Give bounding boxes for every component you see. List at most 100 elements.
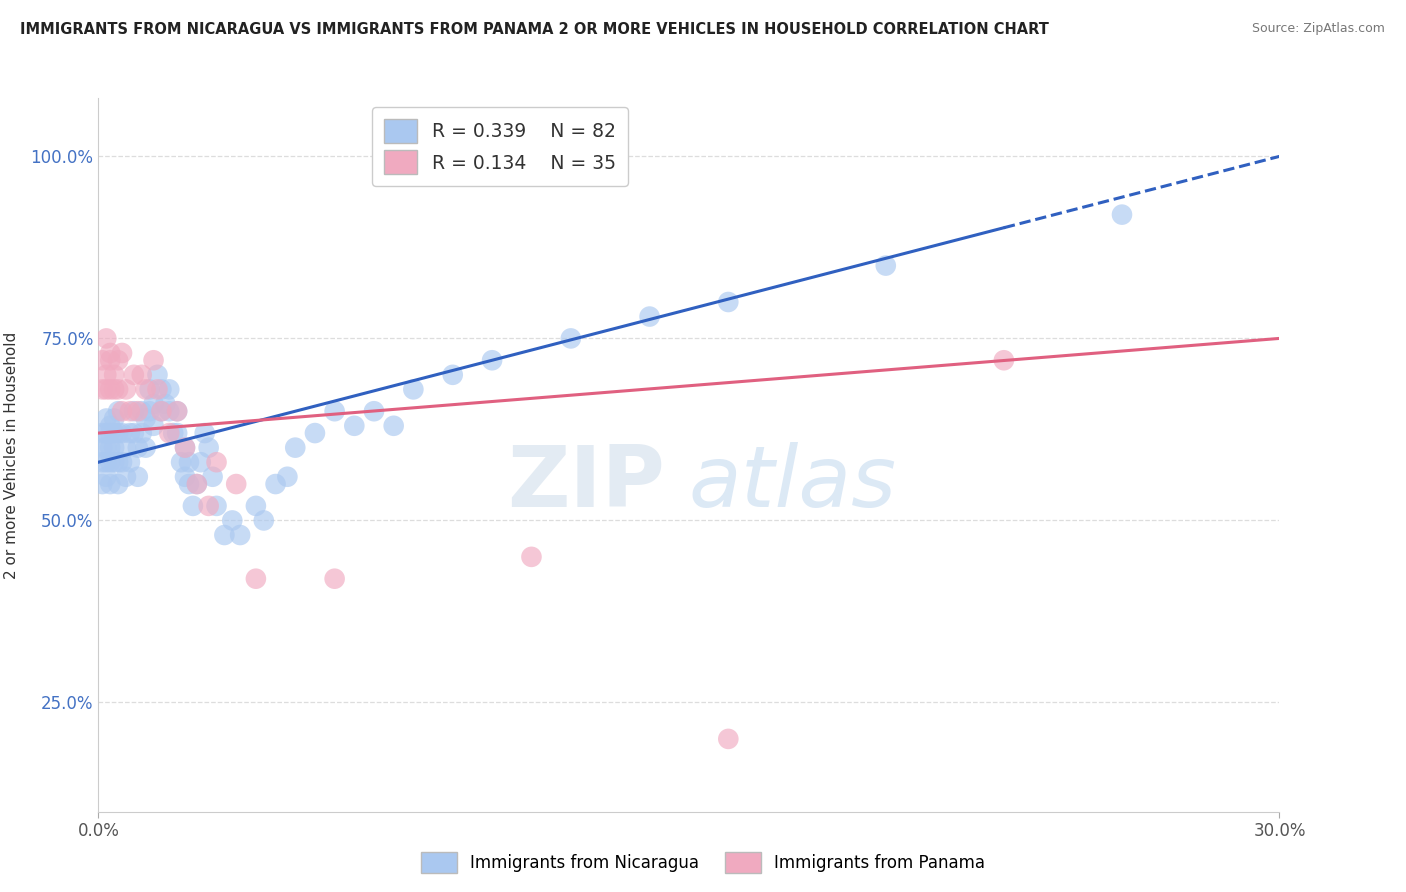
Point xyxy=(118,426,141,441)
Point xyxy=(103,368,125,382)
Point xyxy=(115,441,138,455)
Point xyxy=(127,404,149,418)
Point xyxy=(157,383,180,397)
Point xyxy=(520,549,543,564)
Point xyxy=(138,404,160,418)
Point xyxy=(96,426,118,441)
Point xyxy=(118,455,141,469)
Point xyxy=(96,455,118,469)
Point xyxy=(481,353,503,368)
Point xyxy=(245,499,267,513)
Point xyxy=(174,441,197,455)
Point xyxy=(96,441,118,455)
Point xyxy=(157,404,180,418)
Point xyxy=(717,295,740,310)
Text: IMMIGRANTS FROM NICARAGUA VS IMMIGRANTS FROM PANAMA 2 OR MORE VEHICLES IN HOUSEH: IMMIGRANTS FROM NICARAGUA VS IMMIGRANTS … xyxy=(20,22,1049,37)
Point xyxy=(91,426,114,441)
Point xyxy=(150,404,173,418)
Point xyxy=(993,353,1015,368)
Text: Source: ZipAtlas.com: Source: ZipAtlas.com xyxy=(1251,22,1385,36)
Point xyxy=(201,469,224,483)
Point xyxy=(343,418,366,433)
Point xyxy=(146,383,169,397)
Point xyxy=(150,404,173,418)
Point xyxy=(91,477,114,491)
Point xyxy=(1111,208,1133,222)
Point xyxy=(194,426,217,441)
Legend: Immigrants from Nicaragua, Immigrants from Panama: Immigrants from Nicaragua, Immigrants fr… xyxy=(413,846,993,880)
Point xyxy=(155,397,177,411)
Point xyxy=(111,346,134,360)
Point xyxy=(122,404,145,418)
Point xyxy=(107,477,129,491)
Point xyxy=(225,477,247,491)
Point xyxy=(560,331,582,345)
Point xyxy=(304,426,326,441)
Point xyxy=(253,513,276,527)
Point xyxy=(221,513,243,527)
Point xyxy=(135,383,157,397)
Point xyxy=(91,353,114,368)
Point xyxy=(186,477,208,491)
Point xyxy=(91,383,114,397)
Point xyxy=(174,441,197,455)
Point xyxy=(323,572,346,586)
Point xyxy=(115,383,138,397)
Point xyxy=(131,426,153,441)
Point xyxy=(91,455,114,469)
Legend: R = 0.339    N = 82, R = 0.134    N = 35: R = 0.339 N = 82, R = 0.134 N = 35 xyxy=(373,108,627,186)
Point xyxy=(98,477,121,491)
Point xyxy=(181,499,204,513)
Point xyxy=(98,426,121,441)
Point xyxy=(103,455,125,469)
Point xyxy=(166,426,188,441)
Point xyxy=(107,455,129,469)
Point xyxy=(717,731,740,746)
Point xyxy=(170,455,193,469)
Text: atlas: atlas xyxy=(689,442,897,525)
Point xyxy=(96,411,118,425)
Point xyxy=(103,411,125,425)
Point xyxy=(131,404,153,418)
Point xyxy=(441,368,464,382)
Point xyxy=(638,310,661,324)
Point xyxy=(190,455,212,469)
Point xyxy=(103,383,125,397)
Point xyxy=(122,368,145,382)
Point xyxy=(96,368,118,382)
Point xyxy=(135,411,157,425)
Point xyxy=(107,383,129,397)
Point xyxy=(276,469,298,483)
Point xyxy=(111,426,134,441)
Point xyxy=(107,353,129,368)
Point xyxy=(142,353,165,368)
Point xyxy=(115,469,138,483)
Point xyxy=(197,441,219,455)
Point xyxy=(177,455,200,469)
Point xyxy=(96,331,118,345)
Point xyxy=(111,455,134,469)
Point xyxy=(107,426,129,441)
Point xyxy=(122,426,145,441)
Point xyxy=(166,404,188,418)
Point xyxy=(177,477,200,491)
Point xyxy=(229,528,252,542)
Point xyxy=(363,404,385,418)
Point xyxy=(323,404,346,418)
Point xyxy=(98,441,121,455)
Point xyxy=(162,426,184,441)
Point xyxy=(197,499,219,513)
Point xyxy=(264,477,287,491)
Point xyxy=(135,441,157,455)
Point xyxy=(166,404,188,418)
Point xyxy=(127,441,149,455)
Point xyxy=(91,441,114,455)
Point xyxy=(142,418,165,433)
Point xyxy=(103,426,125,441)
Point xyxy=(118,404,141,418)
Point xyxy=(96,383,118,397)
Point xyxy=(214,528,236,542)
Point xyxy=(138,383,160,397)
Text: ZIP: ZIP xyxy=(508,442,665,525)
Point xyxy=(98,455,121,469)
